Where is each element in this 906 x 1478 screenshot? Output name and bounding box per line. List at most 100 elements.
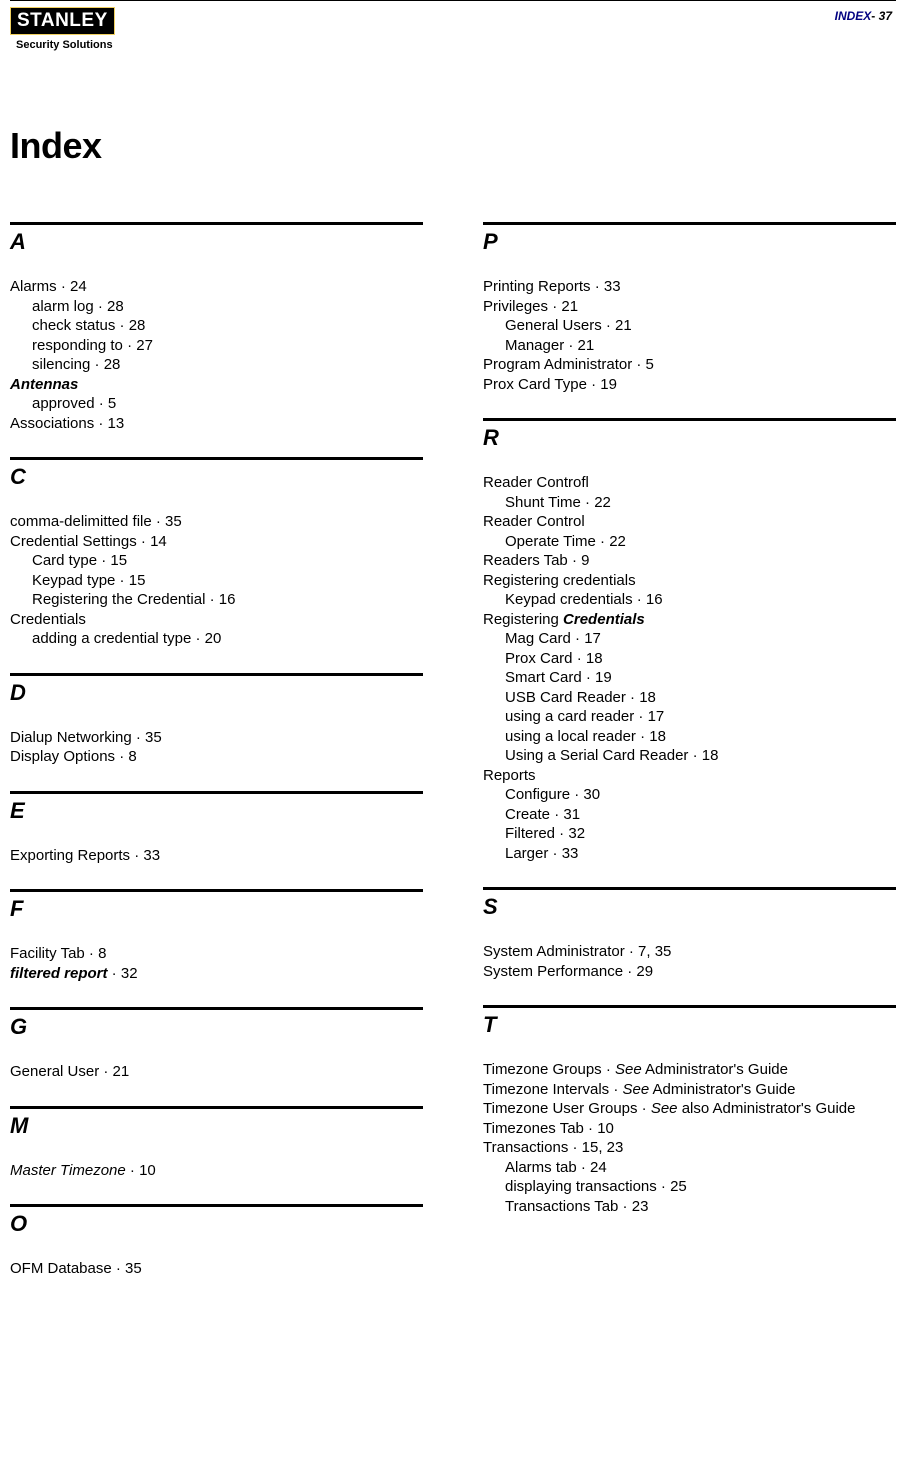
index-entries: General User · 21 — [10, 1062, 423, 1082]
index-entry: silencing · 28 — [10, 355, 423, 375]
index-entry: Printing Reports · 33 — [483, 277, 896, 297]
section-letter: G — [10, 1014, 423, 1040]
section-rule — [483, 1005, 896, 1008]
section-rule — [483, 222, 896, 225]
index-section-t: T Timezone Groups · See Administrator's G… — [483, 1005, 896, 1216]
section-rule — [10, 673, 423, 676]
index-entry: approved · 5 — [10, 394, 423, 414]
index-entry: System Performance · 29 — [483, 962, 896, 982]
section-rule — [10, 1007, 423, 1010]
index-entry: Operate Time · 22 — [483, 532, 896, 552]
index-entry: filtered report · 32 — [10, 964, 423, 984]
page-title: Index — [10, 125, 896, 167]
index-entry: Antennas — [10, 375, 423, 395]
index-entry: Filtered · 32 — [483, 824, 896, 844]
index-entry: Configure · 30 — [483, 785, 896, 805]
section-letter: F — [10, 896, 423, 922]
index-entry: Prox Card Type · 19 — [483, 375, 896, 395]
logo-block: STANLEY Security Solutions — [10, 7, 115, 51]
index-entry-part: · 10 — [126, 1162, 156, 1179]
index-entry-part: Registering — [483, 611, 563, 628]
section-letter: E — [10, 798, 423, 824]
section-letter: S — [483, 894, 896, 920]
section-rule — [10, 1204, 423, 1207]
index-entry-part: Timezone Intervals · — [483, 1081, 623, 1098]
index-entry-part: Administrator's Guide — [642, 1061, 788, 1078]
index-section-r: R Reader ControflShunt Time · 22Reader Co… — [483, 418, 896, 863]
index-entries: Reader ControflShunt Time · 22Reader Con… — [483, 473, 896, 863]
index-section-a: A Alarms · 24alarm log · 28check status ·… — [10, 222, 423, 433]
index-label: INDEX — [835, 9, 872, 23]
index-entry: Manager · 21 — [483, 336, 896, 356]
index-entry: Smart Card · 19 — [483, 668, 896, 688]
index-section-d: DDialup Networking · 35Display Options ·… — [10, 673, 423, 767]
index-section-o: O OFM Database · 35 — [10, 1204, 423, 1279]
index-entry: Display Options · 8 — [10, 747, 423, 767]
index-section-s: S System Administrator · 7, 35System Perf… — [483, 887, 896, 981]
index-entry: Alarms · 24 — [10, 277, 423, 297]
index-entry: responding to · 27 — [10, 336, 423, 356]
section-letter: O — [10, 1211, 423, 1237]
index-entry: Credential Settings · 14 — [10, 532, 423, 552]
index-section-f: F Facility Tab · 8filtered report · 32 — [10, 889, 423, 983]
index-entry: Program Administrator · 5 — [483, 355, 896, 375]
index-column-right: PPrinting Reports · 33Privileges · 21Gen… — [483, 222, 896, 1303]
index-entries: OFM Database · 35 — [10, 1259, 423, 1279]
index-entry-part: See — [615, 1061, 642, 1078]
index-entry-part: also Administrator's Guide — [678, 1100, 856, 1117]
brand-tagline: Security Solutions — [16, 39, 113, 51]
section-letter: M — [10, 1113, 423, 1139]
index-entry: Keypad type · 15 — [10, 571, 423, 591]
index-entry: Reader Control — [483, 512, 896, 532]
section-rule — [10, 889, 423, 892]
index-entry: Alarms tab · 24 — [483, 1158, 896, 1178]
page-header: STANLEY Security Solutions INDEX- 37 — [10, 3, 896, 55]
index-entry: Timezone Groups · See Administrator's Gu… — [483, 1060, 896, 1080]
index-entries: Master Timezone · 10 — [10, 1161, 423, 1181]
section-letter: T — [483, 1012, 896, 1038]
index-section-g: G General User · 21 — [10, 1007, 423, 1082]
index-entry: Transactions · 15, 23 — [483, 1138, 896, 1158]
index-entries: System Administrator · 7, 35System Perfo… — [483, 942, 896, 981]
brand-logo: STANLEY — [10, 7, 115, 35]
index-entries: Printing Reports · 33Privileges · 21Gene… — [483, 277, 896, 394]
index-entry: Prox Card · 18 — [483, 649, 896, 669]
index-entry: using a local reader · 18 — [483, 727, 896, 747]
index-entries: Alarms · 24alarm log · 28check status · … — [10, 277, 423, 433]
section-rule — [483, 887, 896, 890]
index-entry: General User · 21 — [10, 1062, 423, 1082]
header-top-rule — [10, 0, 896, 1]
index-entries: Exporting Reports · 33 — [10, 846, 423, 866]
index-entry-part: See — [651, 1100, 678, 1117]
index-entry: Readers Tab · 9 — [483, 551, 896, 571]
index-column-left: A Alarms · 24alarm log · 28check status ·… — [10, 222, 423, 1303]
index-entry: Associations · 13 — [10, 414, 423, 434]
index-entry: comma-delimitted file · 35 — [10, 512, 423, 532]
index-entry: Timezone User Groups · See also Administ… — [483, 1099, 896, 1119]
index-entries: Facility Tab · 8filtered report · 32 — [10, 944, 423, 983]
section-letter: D — [10, 680, 423, 706]
index-entry: Using a Serial Card Reader · 18 — [483, 746, 896, 766]
index-entries: Timezone Groups · See Administrator's Gu… — [483, 1060, 896, 1216]
index-entry: Registering the Credential · 16 — [10, 590, 423, 610]
index-entry: OFM Database · 35 — [10, 1259, 423, 1279]
index-entry: check status · 28 — [10, 316, 423, 336]
section-letter: A — [10, 229, 423, 255]
section-rule — [10, 1106, 423, 1109]
section-rule — [483, 418, 896, 421]
index-entry: Master Timezone · 10 — [10, 1161, 423, 1181]
index-entry: displaying transactions · 25 — [483, 1177, 896, 1197]
index-entry-part: Timezone User Groups · — [483, 1100, 651, 1117]
index-entry-part: Timezone Groups · — [483, 1061, 615, 1078]
index-entry-part: filtered report — [10, 965, 108, 982]
section-letter: R — [483, 425, 896, 451]
index-entry: Registering Credentials — [483, 610, 896, 630]
index-entry: USB Card Reader · 18 — [483, 688, 896, 708]
index-entries: comma-delimitted file · 35Credential Set… — [10, 512, 423, 649]
index-entry: Registering credentials — [483, 571, 896, 591]
index-entry-part: Credentials — [563, 611, 645, 628]
index-entry: General Users · 21 — [483, 316, 896, 336]
index-entry: alarm log · 28 — [10, 297, 423, 317]
index-entry: Create · 31 — [483, 805, 896, 825]
page-number: 37 — [879, 9, 892, 23]
